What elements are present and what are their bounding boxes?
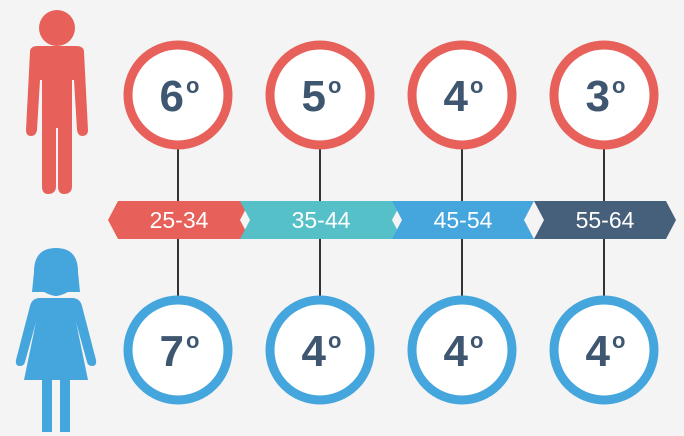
rank-ordinal: o (470, 328, 483, 353)
rank-circle (407, 40, 517, 150)
age-segment (392, 201, 534, 239)
rank-number: 5 (302, 72, 326, 121)
rank-number: 4 (586, 327, 611, 376)
rank-circle (123, 295, 233, 405)
rank-ordinal: o (186, 328, 199, 353)
rank-circle (549, 40, 659, 150)
age-segment (108, 201, 250, 239)
rank-number: 4 (444, 72, 469, 121)
rank-number: 4 (444, 327, 469, 376)
rank-circle (265, 295, 375, 405)
rank-number: 6 (160, 72, 184, 121)
age-segment (534, 201, 676, 239)
woman-icon (15, 248, 97, 432)
rank-ordinal: o (328, 328, 341, 353)
rank-circle (265, 40, 375, 150)
rank-ordinal: o (612, 73, 625, 98)
rank-ordinal: o (186, 73, 199, 98)
man-icon (26, 10, 88, 194)
age-segment (240, 201, 402, 239)
rank-ordinal: o (328, 73, 341, 98)
age-label: 25-34 (150, 207, 209, 233)
rank-number: 7 (160, 327, 184, 376)
rank-ordinal: o (470, 73, 483, 98)
rank-circle (407, 295, 517, 405)
age-label: 55-64 (576, 207, 635, 233)
age-label: 45-54 (434, 207, 493, 233)
rank-circle (549, 295, 659, 405)
rank-circle (123, 40, 233, 150)
age-label: 35-44 (292, 207, 351, 233)
rank-ordinal: o (612, 328, 625, 353)
rank-number: 4 (302, 327, 327, 376)
rank-number: 3 (586, 72, 610, 121)
